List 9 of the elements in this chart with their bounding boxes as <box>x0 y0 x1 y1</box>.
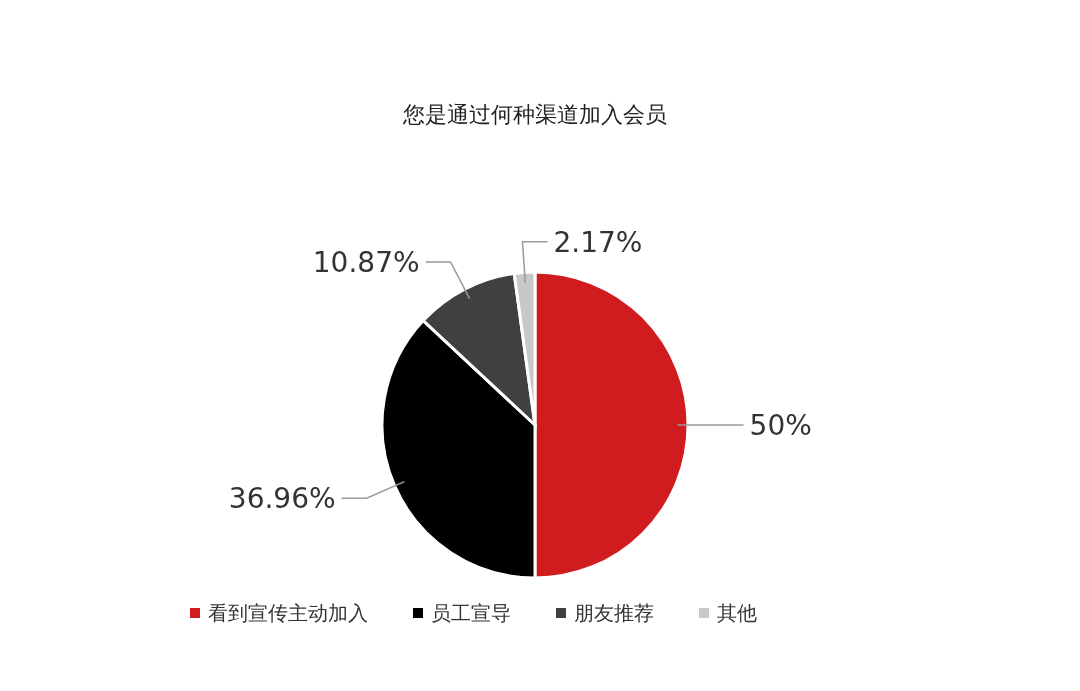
chart-title: 您是通过何种渠道加入会员 <box>402 102 667 127</box>
legend-label: 员工宣导 <box>431 601 511 625</box>
data-label: 36.96% <box>228 482 336 516</box>
legend-label: 其他 <box>717 601 757 625</box>
legend-label: 朋友推荐 <box>574 601 654 625</box>
data-label: 2.17% <box>553 225 643 259</box>
data-label: 50% <box>749 409 812 442</box>
data-label: 10.87% <box>312 245 420 279</box>
legend-label: 看到宣传主动加入 <box>208 601 368 625</box>
